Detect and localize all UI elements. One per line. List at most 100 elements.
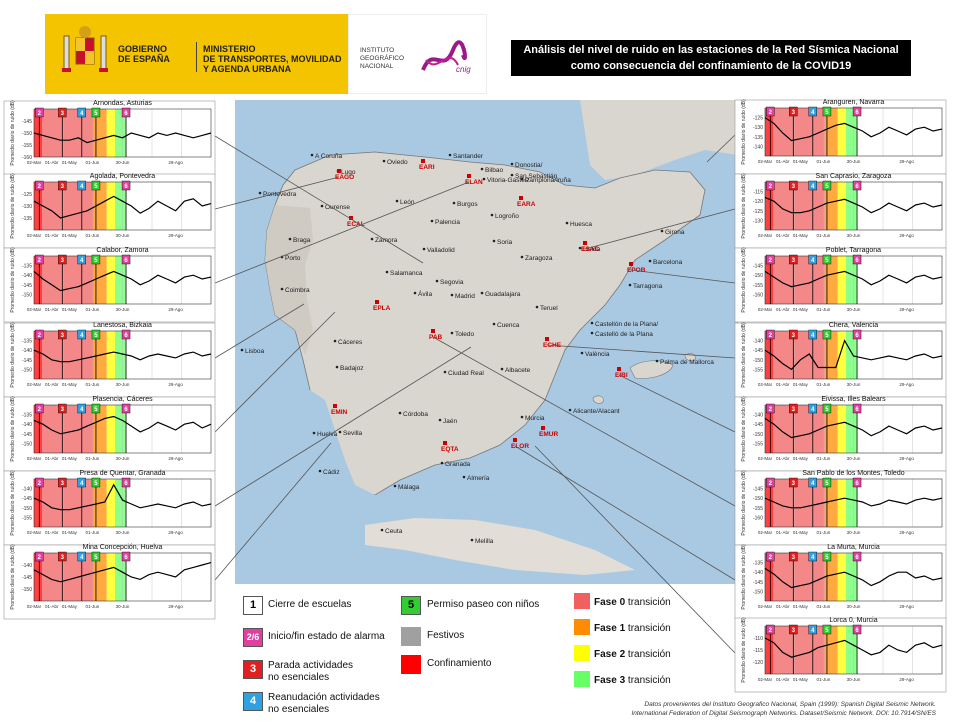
- phase-band: [845, 331, 858, 379]
- phase-band: [42, 182, 94, 230]
- city-label: Donostia/: [515, 162, 543, 169]
- y-tick-label: -125: [22, 192, 32, 198]
- event-marker-label: 4: [811, 628, 815, 634]
- event-marker-label: 6: [855, 481, 859, 487]
- ign-line1: INSTITUTO: [360, 47, 395, 54]
- event-marker: [35, 180, 44, 191]
- legend-swatch-phase2: [574, 645, 590, 661]
- legend-label-stop-1: Parada actividades: [268, 660, 354, 671]
- event-marker: [789, 180, 798, 191]
- city-label: Palencia: [435, 219, 460, 226]
- event-marker-label: 5: [94, 258, 98, 264]
- event-marker-label: 2: [38, 111, 42, 117]
- city-dot: [578, 246, 582, 250]
- chart-ylabel: Promedio diario de ruido (dB): [10, 173, 16, 239]
- phase-band: [114, 256, 127, 304]
- event-marker: [789, 403, 798, 414]
- portugal: [265, 205, 313, 355]
- city-label: Málaga: [398, 484, 420, 491]
- city-dot: [535, 305, 539, 309]
- ign-name: INSTITUTO GEOGRÁFICO NACIONAL: [360, 47, 404, 71]
- legend-swatch-stop: 3: [243, 660, 263, 679]
- y-tick-label: -130: [22, 204, 32, 210]
- y-tick-label: -125: [753, 116, 763, 122]
- y-tick-label: -145: [22, 358, 32, 364]
- station-label: EAGO: [335, 174, 354, 181]
- legend-phase2-bold: Fase 2: [594, 649, 626, 660]
- x-tick-label: 29-Ago: [899, 677, 914, 682]
- x-tick-label: 30-Jun: [847, 307, 861, 312]
- city-label: Almería: [467, 475, 490, 482]
- city-label: Burgos: [457, 201, 478, 208]
- city-dot: [413, 291, 417, 295]
- phase-band: [114, 182, 127, 230]
- station-connector-line: [214, 135, 424, 264]
- x-tick-label: 01-Jun: [817, 530, 831, 535]
- gov-name: GOBIERNO DE ESPAÑA: [118, 44, 170, 64]
- event-marker-label: 3: [61, 184, 65, 190]
- x-tick-label: 29-Ago: [899, 530, 914, 535]
- legend-label-resume: Reanudación actividades no esenciales: [268, 692, 380, 716]
- event-marker: [766, 551, 775, 562]
- x-tick-label: 30-Jun: [847, 530, 861, 535]
- x-tick-label: 29-Ago: [168, 160, 183, 165]
- y-tick-label: -135: [753, 135, 763, 141]
- x-tick-label: 02-Mar: [27, 604, 42, 609]
- x-tick-label: 29-Ago: [168, 382, 183, 387]
- event-marker: [852, 551, 862, 562]
- city-label: Castellón de la Plana/: [595, 321, 658, 328]
- x-tick-label: 29-Ago: [899, 233, 914, 238]
- x-tick-label: 30-Jun: [847, 456, 861, 461]
- noise-series-line: [33, 270, 212, 292]
- event-marker: [789, 254, 798, 265]
- phase-band: [106, 256, 115, 304]
- city-label: Sevilla: [343, 430, 363, 437]
- y-tick-label: -150: [22, 292, 32, 298]
- phase-band: [773, 405, 825, 453]
- x-tick-label: 02-Mar: [758, 456, 773, 461]
- phase-band: [93, 553, 107, 601]
- x-tick-label: 02-Mar: [758, 233, 773, 238]
- phase-band: [773, 479, 825, 527]
- city-dot: [628, 283, 632, 287]
- station-connector-line: [584, 208, 736, 250]
- phase-band: [773, 182, 825, 230]
- event-marker-label: 6: [855, 333, 859, 339]
- x-tick-label: 01-Jun: [817, 677, 831, 682]
- station-marker: [431, 329, 435, 333]
- legend-swatch-lockdown: [401, 655, 421, 674]
- station-marker: [583, 241, 587, 245]
- station-chart: Mina Concepción, Huelva Promedio diario d…: [3, 544, 216, 620]
- city-dot: [370, 237, 374, 241]
- noise-series-line: [33, 132, 212, 144]
- city-dot: [470, 538, 474, 542]
- station-marker: [617, 367, 621, 371]
- legend-phase0-rest: transición: [625, 597, 671, 608]
- event-marker-label: 3: [61, 333, 65, 339]
- city-label: Guadalajara: [485, 291, 521, 298]
- event-marker-label: 2: [38, 555, 42, 561]
- phase-band: [837, 182, 846, 230]
- y-tick-label: -140: [22, 273, 32, 279]
- event-marker: [852, 624, 862, 635]
- phase-band: [837, 256, 846, 304]
- city-dot: [655, 359, 659, 363]
- chart-title: Calabor, Zamora: [96, 247, 148, 254]
- event-marker: [822, 551, 832, 562]
- chart-title: San Pablo de los Montes, Toledo: [802, 470, 904, 477]
- y-tick-label: -155: [753, 506, 763, 512]
- city-dot: [590, 321, 594, 325]
- phase-band: [34, 479, 43, 527]
- x-tick-label: 01-May: [793, 677, 809, 682]
- x-tick-label: 01-Jun: [817, 604, 831, 609]
- data-source: Datos provenientes del Instituto Geograf…: [560, 700, 936, 718]
- x-tick-label: 29-Ago: [168, 233, 183, 238]
- chart-title: Plasencia, Cáceres: [92, 396, 153, 403]
- event-marker-label: 3: [792, 407, 796, 413]
- chart-ylabel: Promedio diario de ruido (dB): [10, 247, 16, 313]
- x-tick-label: 01-May: [62, 307, 78, 312]
- station-connector-line: [214, 346, 472, 507]
- phase-band: [824, 626, 838, 674]
- chart-ylabel: Promedio diario de ruido (dB): [741, 544, 747, 610]
- event-marker: [822, 106, 832, 117]
